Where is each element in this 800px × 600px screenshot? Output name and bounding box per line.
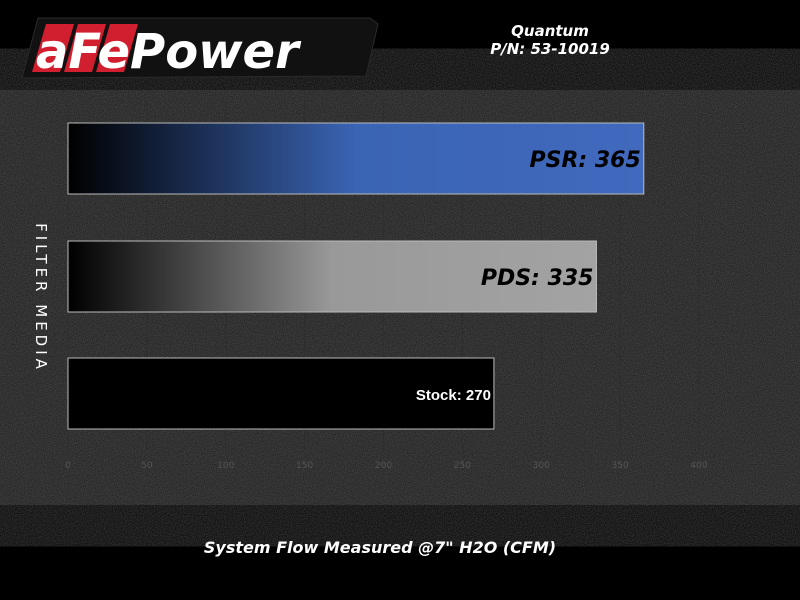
x-tick-label: 200 [375, 461, 392, 471]
y-axis-label: FILTER MEDIA [32, 223, 50, 373]
data-label: PSR: 365 [529, 148, 640, 173]
x-tick-label: 50 [141, 461, 153, 471]
logo-text: aFePower [36, 24, 302, 80]
product-name: Quantum [511, 22, 589, 40]
x-tick-label: 300 [533, 461, 550, 471]
x-tick-label: 0 [65, 461, 71, 471]
x-axis-label: System Flow Measured @7" H2O (CFM) [204, 538, 556, 557]
x-tick-label: 350 [612, 461, 629, 471]
bar-psr [67, 122, 645, 195]
x-tick-label: 100 [217, 461, 234, 471]
afe-power-logo: aFePower [21, 17, 379, 80]
part-number: P/N: 53-10019 [490, 40, 610, 58]
data-label: Stock: 270 [416, 387, 491, 404]
x-tick-label: 400 [690, 461, 707, 471]
x-tick-label: 250 [454, 461, 471, 471]
data-label: PDS: 335 [481, 266, 594, 291]
x-tick-label: 150 [296, 461, 313, 471]
bar-pds [67, 240, 597, 313]
bar-stock [67, 357, 495, 430]
